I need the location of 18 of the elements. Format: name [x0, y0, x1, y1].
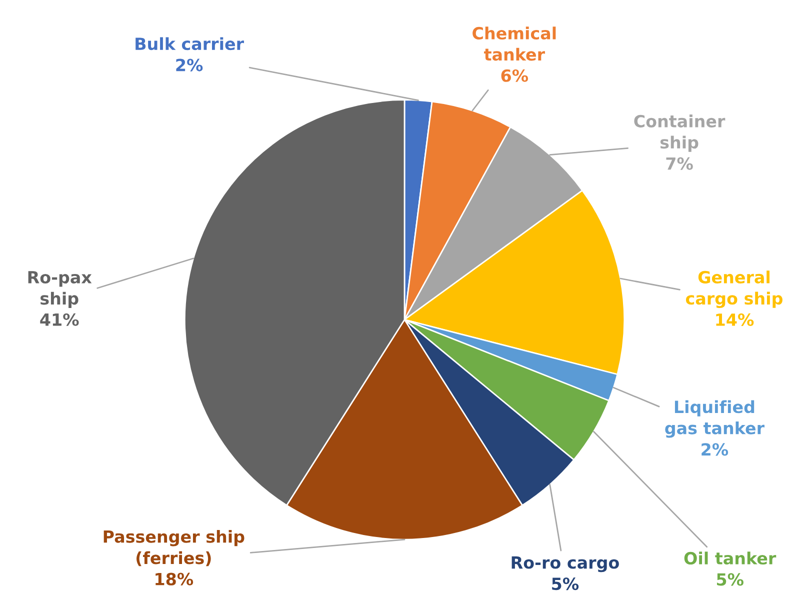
data-label: 2% [702, 443, 728, 456]
data-label: 41% [40, 313, 79, 326]
slice-label: Bulk carrier [136, 37, 244, 50]
slice-label: Ro-ro cargo [512, 556, 619, 572]
data-label: 7% [666, 157, 693, 170]
data-label: 5% [716, 573, 744, 586]
slice-label: Ro-pax ship [28, 271, 92, 308]
slice-label: Liquified gas tanker [665, 400, 764, 438]
data-label: 6% [501, 69, 528, 82]
slice-label: Oil tanker [684, 552, 776, 565]
slice-label: Chemical tanker [472, 26, 556, 61]
data-label: 18% [156, 572, 194, 586]
data-label: 2% [176, 58, 203, 72]
slice-label: General cargo ship [686, 270, 782, 308]
data-label: 5% [552, 578, 579, 590]
slice-label: Container ship [634, 114, 726, 152]
slice-label: Passenger ship (ferries) [104, 530, 244, 566]
data-label: 14% [716, 313, 754, 326]
